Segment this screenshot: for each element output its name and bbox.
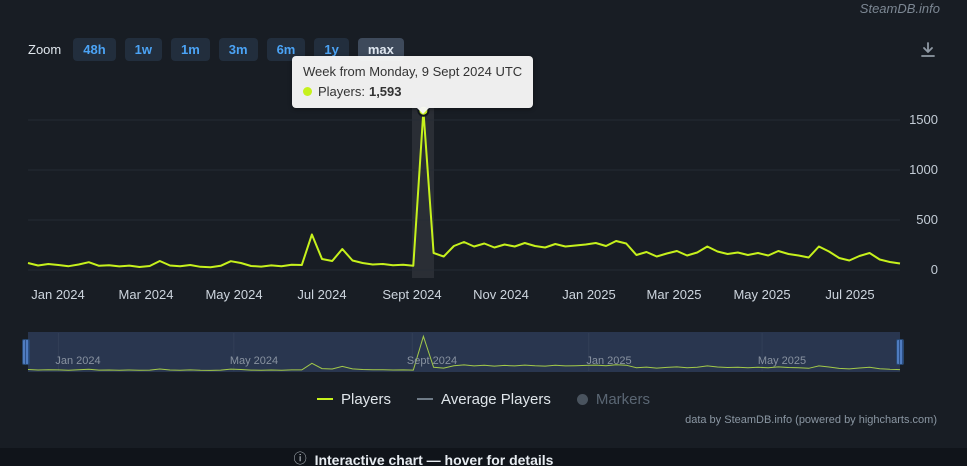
chart-tooltip: Week from Monday, 9 Sept 2024 UTC Player… — [292, 56, 534, 114]
x-axis-label: Jan 2024 — [31, 287, 85, 302]
legend-label: Average Players — [441, 390, 551, 408]
navigator-handle-left[interactable] — [22, 339, 30, 365]
y-axis-label: 1500 — [909, 112, 938, 127]
crosshair-band — [412, 98, 434, 278]
y-axis-label: 500 — [916, 212, 938, 227]
x-axis-label: May 2024 — [205, 287, 263, 302]
zoom-button-group: 48h 1w 1m 3m 6m 1y max — [73, 37, 404, 61]
zoom-button-48h[interactable]: 48h — [73, 37, 116, 61]
legend-swatch-icon — [417, 398, 434, 400]
download-arrow-icon — [921, 42, 935, 57]
x-axis-label: Jan 2025 — [562, 287, 616, 302]
x-axis-label: Mar 2024 — [118, 287, 174, 302]
legend-item-markers[interactable]: Markers — [576, 390, 650, 408]
navigator-handle-right[interactable] — [896, 339, 904, 365]
steamdb-watermark: SteamDB.info — [859, 1, 940, 16]
footer-notice: Interactive chart — hover for details — [314, 452, 554, 466]
x-axis-label: Mar 2025 — [646, 287, 702, 302]
credits: data by SteamDB.info (powered by highcha… — [685, 414, 937, 426]
zoom-button-3m[interactable]: 3m — [218, 37, 258, 61]
players-line — [27, 109, 901, 269]
footer-inner: ⓘ Interactive chart — hover for details — [294, 448, 554, 466]
x-axis-label: Jul 2025 — [825, 287, 875, 302]
zoom-button-1y[interactable]: 1y — [314, 37, 349, 61]
zoom-button-1m[interactable]: 1m — [170, 37, 210, 61]
x-axis-label: May 2025 — [733, 287, 791, 302]
zoom-button-1w[interactable]: 1w — [124, 37, 162, 61]
legend-item-players[interactable]: Players — [317, 391, 391, 408]
tooltip-arrow — [417, 108, 429, 114]
legend-item-average-players[interactable]: Average Players — [417, 391, 551, 408]
x-axis-label: Jul 2024 — [297, 287, 347, 302]
y-axis-label: 0 — [930, 262, 938, 277]
tooltip-row: Players: 1,593 — [303, 84, 522, 99]
tooltip-series-label: Players: — [318, 84, 365, 99]
download-chart-icon[interactable] — [916, 38, 940, 62]
x-axis-label: Nov 2024 — [473, 287, 529, 302]
legend-swatch-icon — [317, 398, 333, 400]
tooltip-value: 1,593 — [368, 84, 402, 99]
zoom-button-max[interactable]: max — [357, 37, 404, 61]
legend-label: Players — [341, 390, 392, 408]
navigator-selected-range[interactable] — [28, 332, 900, 372]
chart-toolbar: Zoom 48h 1w 1m 3m 6m 1y max — [28, 36, 404, 62]
chart-legend: Players Average Players Markers — [0, 387, 967, 411]
info-icon: ⓘ — [293, 451, 307, 466]
chart-navigator[interactable]: Jan 2024 May 2024 Sept 2024 Jan 2025 May 202… — [0, 331, 967, 373]
legend-swatch-icon — [576, 393, 588, 405]
zoom-label: Zoom — [28, 41, 62, 57]
tooltip-title: Week from Monday, 9 Sept 2024 UTC — [303, 64, 523, 79]
legend-label: Markers — [595, 390, 650, 408]
y-axis-label: 1000 — [909, 162, 938, 177]
series-marker-dot-icon — [303, 87, 312, 96]
footer-bar: ⓘ Interactive chart — hover for details — [0, 448, 967, 466]
zoom-button-6m[interactable]: 6m — [266, 37, 306, 61]
x-axis-label: Sept 2024 — [382, 287, 442, 302]
